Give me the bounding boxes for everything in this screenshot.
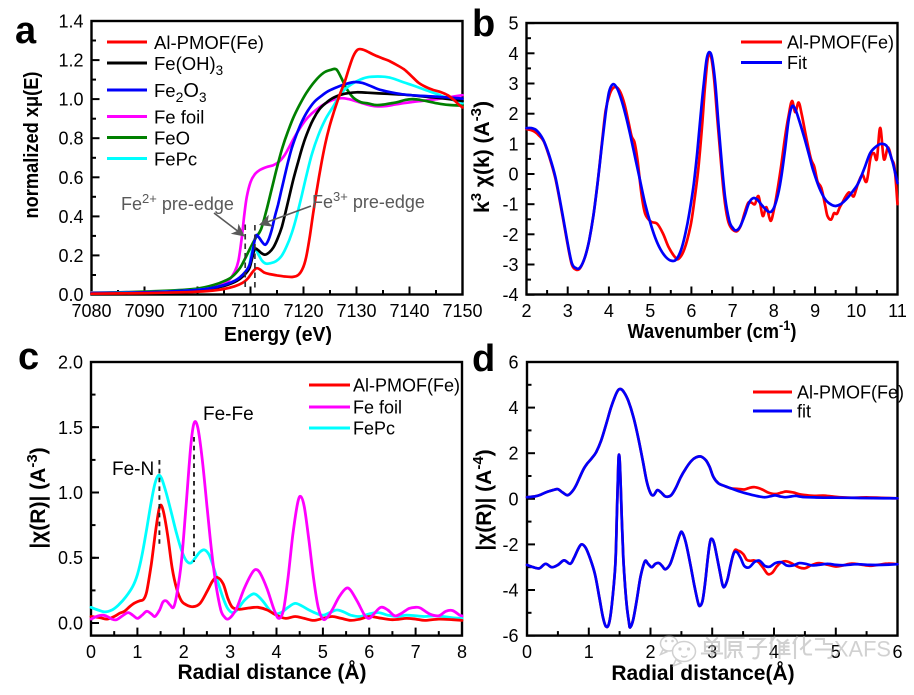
- svg-text:7: 7: [728, 301, 738, 321]
- svg-text:2: 2: [508, 444, 518, 464]
- svg-text:7140: 7140: [389, 301, 429, 321]
- svg-text:Al-PMOF(Fe): Al-PMOF(Fe): [797, 383, 904, 403]
- svg-text:Fe(OH)3: Fe(OH)3: [154, 53, 223, 78]
- svg-text:2: 2: [645, 642, 655, 662]
- svg-text:a: a: [15, 10, 37, 52]
- svg-text:fit: fit: [797, 402, 811, 422]
- svg-text:Radial distance (Å): Radial distance (Å): [177, 660, 366, 684]
- svg-text:2: 2: [521, 301, 531, 321]
- svg-text:Al-PMOF(Fe): Al-PMOF(Fe): [787, 33, 894, 53]
- svg-text:10: 10: [846, 301, 866, 321]
- svg-text:6: 6: [364, 642, 374, 662]
- svg-text:0.5: 0.5: [58, 548, 83, 568]
- svg-text:0.0: 0.0: [58, 614, 83, 634]
- svg-text:6: 6: [686, 301, 696, 321]
- svg-text:Fe-N: Fe-N: [112, 459, 154, 480]
- svg-text:3: 3: [563, 301, 573, 321]
- svg-text:6: 6: [892, 642, 902, 662]
- svg-text:8: 8: [769, 301, 779, 321]
- svg-text:-4: -4: [502, 285, 518, 305]
- svg-text:1.5: 1.5: [58, 418, 83, 438]
- svg-text:0.6: 0.6: [58, 168, 83, 188]
- svg-text:normalized xμ(E): normalized xμ(E): [21, 72, 43, 219]
- svg-text:0: 0: [508, 489, 518, 509]
- svg-text:-1: -1: [502, 195, 518, 215]
- svg-text:0: 0: [508, 165, 518, 185]
- svg-text:b: b: [472, 3, 495, 45]
- svg-text:-6: -6: [502, 626, 518, 646]
- svg-text:5: 5: [318, 642, 328, 662]
- svg-text:0: 0: [522, 642, 532, 662]
- svg-text:Radial distance(Å): Radial distance(Å): [611, 661, 794, 685]
- svg-text:Fe2+ pre-edge: Fe2+ pre-edge: [121, 191, 234, 214]
- svg-text:c: c: [18, 336, 39, 378]
- svg-text:-4: -4: [502, 581, 518, 601]
- svg-text:7080: 7080: [71, 301, 111, 321]
- svg-text:Wavenumber (cm-1): Wavenumber (cm-1): [628, 317, 797, 343]
- svg-text:Fe3+ pre-edge: Fe3+ pre-edge: [312, 189, 425, 212]
- svg-text:1: 1: [508, 134, 518, 154]
- svg-text:1.2: 1.2: [58, 51, 83, 71]
- svg-text:Fe-Fe: Fe-Fe: [203, 404, 254, 425]
- svg-text:2.0: 2.0: [58, 353, 83, 373]
- svg-text:FePc: FePc: [353, 419, 395, 439]
- svg-text:5: 5: [831, 642, 841, 662]
- svg-text:7090: 7090: [124, 301, 164, 321]
- svg-text:-2: -2: [502, 225, 518, 245]
- svg-text:Fe foil: Fe foil: [353, 398, 402, 418]
- svg-text:0.4: 0.4: [58, 207, 83, 227]
- svg-text:Fe2O3: Fe2O3: [154, 80, 206, 105]
- svg-text:3: 3: [225, 642, 235, 662]
- svg-text:6: 6: [508, 353, 518, 373]
- svg-text:4: 4: [604, 301, 614, 321]
- svg-text:2: 2: [508, 104, 518, 124]
- svg-text:4: 4: [769, 642, 779, 662]
- svg-text:-3: -3: [502, 255, 518, 275]
- svg-text:5: 5: [508, 14, 518, 34]
- svg-text:4: 4: [508, 44, 518, 64]
- svg-text:XAFS: XAFS: [834, 637, 891, 662]
- svg-text:0: 0: [86, 642, 96, 662]
- svg-text:d: d: [472, 338, 495, 380]
- svg-text:7120: 7120: [283, 301, 323, 321]
- svg-text:2: 2: [179, 642, 189, 662]
- svg-text:3: 3: [508, 74, 518, 94]
- svg-text:8: 8: [457, 642, 467, 662]
- svg-text:Energy (eV): Energy (eV): [224, 324, 332, 346]
- svg-text:4: 4: [271, 642, 281, 662]
- svg-text:7: 7: [411, 642, 421, 662]
- svg-text:Al-PMOF(Fe): Al-PMOF(Fe): [154, 32, 264, 53]
- svg-text:7150: 7150: [442, 301, 482, 321]
- svg-text:Fe foil: Fe foil: [154, 107, 204, 128]
- svg-text:1.4: 1.4: [58, 12, 83, 32]
- svg-text:7100: 7100: [177, 301, 217, 321]
- svg-text:1.0: 1.0: [58, 483, 83, 503]
- svg-text:5: 5: [645, 301, 655, 321]
- svg-text:1.0: 1.0: [58, 90, 83, 110]
- svg-text:Al-PMOF(Fe): Al-PMOF(Fe): [353, 376, 460, 396]
- svg-text:-2: -2: [502, 535, 518, 555]
- svg-text:7110: 7110: [231, 301, 270, 321]
- svg-text:Fit: Fit: [787, 53, 807, 73]
- svg-text:FePc: FePc: [154, 149, 197, 170]
- svg-text:1: 1: [584, 642, 594, 662]
- svg-text:4: 4: [508, 398, 518, 418]
- svg-text:11: 11: [888, 301, 907, 321]
- svg-text:0.2: 0.2: [58, 246, 83, 266]
- svg-text:1: 1: [132, 642, 142, 662]
- svg-text:FeO: FeO: [154, 128, 190, 149]
- svg-text:9: 9: [810, 301, 820, 321]
- svg-text:0.8: 0.8: [58, 129, 83, 149]
- svg-text:7130: 7130: [336, 301, 376, 321]
- svg-text:0.0: 0.0: [58, 285, 83, 305]
